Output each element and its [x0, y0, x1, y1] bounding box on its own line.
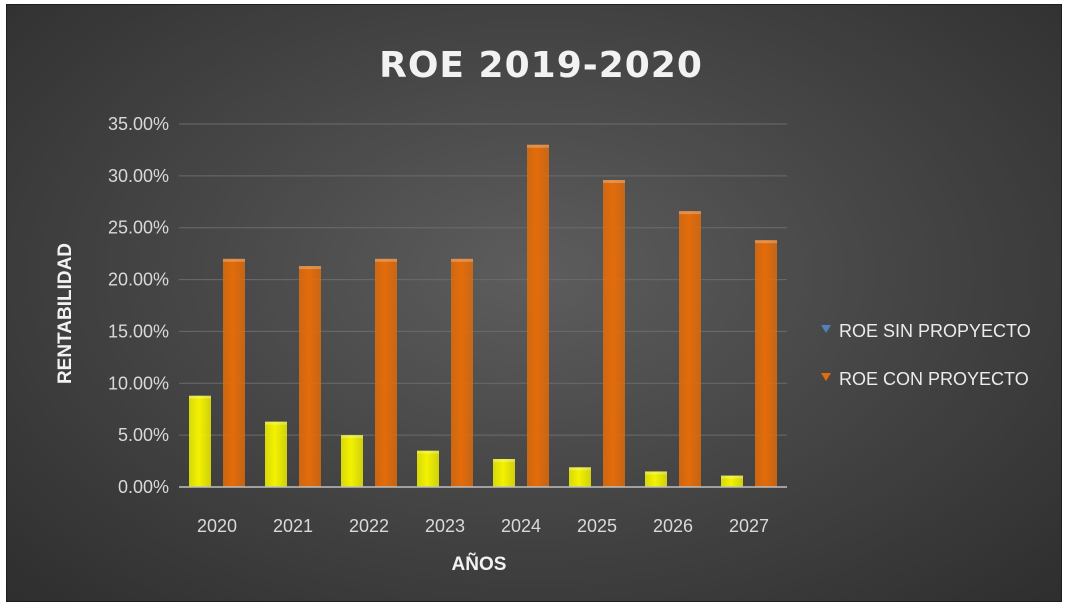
- bar-cap: [451, 258, 473, 262]
- x-tick-label: 2023: [425, 516, 465, 536]
- x-tick-label: 2026: [653, 516, 693, 536]
- legend-label: ROE CON PROYECTO: [839, 369, 1029, 389]
- bar-sin-proyecto-2022: [341, 435, 363, 487]
- chart-title: ROE 2019-2020: [379, 45, 703, 86]
- bar-cap: [265, 421, 287, 425]
- bar-cap: [375, 258, 397, 262]
- bar-cap: [645, 471, 667, 475]
- gridlines: [179, 123, 787, 436]
- y-axis-ticks: 0.00% 5.00% 10.00% 15.00% 20.00% 25.00% 30.00%…: [108, 114, 169, 497]
- bar-sin-proyecto-2024: [493, 458, 515, 487]
- bar-sin-proyecto-2025: [569, 467, 591, 487]
- x-tick-label: 2021: [273, 516, 313, 536]
- x-tick-label: 2020: [197, 516, 237, 536]
- bar-cap: [679, 211, 701, 215]
- bar-cap: [223, 258, 245, 262]
- bar-cap: [341, 435, 363, 439]
- legend-marker: [821, 373, 831, 381]
- x-tick-label: 2025: [577, 516, 617, 536]
- bar-cap: [299, 266, 321, 270]
- bar-cap: [417, 450, 439, 454]
- y-tick-label: 10.00%: [108, 373, 169, 393]
- bar-sin-proyecto-2020: [189, 395, 211, 487]
- x-tick-label: 2027: [729, 516, 769, 536]
- roe-bar-chart: ROE 2019-2020 0.00% 5.00% 10.00% 15.00% 20.0…: [55, 45, 1031, 575]
- bar-sin-proyecto-2027: [721, 475, 743, 487]
- x-tick-label: 2024: [501, 516, 541, 536]
- y-axis-title: RENTABILIDAD: [55, 243, 76, 384]
- bar-cap: [721, 475, 743, 479]
- bar-cap: [527, 144, 549, 148]
- bar-con-proyecto-2027: [755, 240, 777, 487]
- y-tick-label: 35.00%: [108, 114, 169, 134]
- y-tick-label: 5.00%: [118, 425, 169, 445]
- y-tick-label: 30.00%: [108, 166, 169, 186]
- y-tick-label: 15.00%: [108, 321, 169, 341]
- bar-sin-proyecto-2021: [265, 421, 287, 487]
- legend-label: ROE SIN PROPYECTO: [839, 321, 1031, 341]
- bar-cap: [569, 467, 591, 471]
- bar-sin-proyecto-2023: [417, 450, 439, 487]
- y-tick-label: 25.00%: [108, 218, 169, 238]
- chart-area: ROE 2019-2020 0.00% 5.00% 10.00% 15.00% 20.0…: [6, 4, 1062, 602]
- bar-cap: [755, 240, 777, 244]
- y-tick-label: 0.00%: [118, 477, 169, 497]
- y-tick-label: 20.00%: [108, 270, 169, 290]
- bar-sin-proyecto-2026: [645, 471, 667, 487]
- bar-cap: [603, 180, 625, 184]
- legend: ROE SIN PROPYECTO ROE CON PROYECTO: [821, 321, 1031, 389]
- bar-con-proyecto-2024: [527, 144, 549, 487]
- bar-cap: [189, 395, 211, 399]
- bar-con-proyecto-2025: [603, 180, 625, 487]
- bar-con-proyecto-2026: [679, 211, 701, 487]
- bar-con-proyecto-2023: [451, 258, 473, 487]
- bars: [189, 144, 777, 487]
- legend-marker: [821, 325, 831, 333]
- bar-con-proyecto-2021: [299, 266, 321, 487]
- x-axis-ticks: 2020 2021 2022 2023 2024 2025 2026 2027: [197, 516, 769, 536]
- x-tick-label: 2022: [349, 516, 389, 536]
- bar-con-proyecto-2022: [375, 258, 397, 487]
- x-axis-title: AÑOS: [452, 553, 507, 575]
- bar-con-proyecto-2020: [223, 258, 245, 487]
- bar-cap: [493, 458, 515, 462]
